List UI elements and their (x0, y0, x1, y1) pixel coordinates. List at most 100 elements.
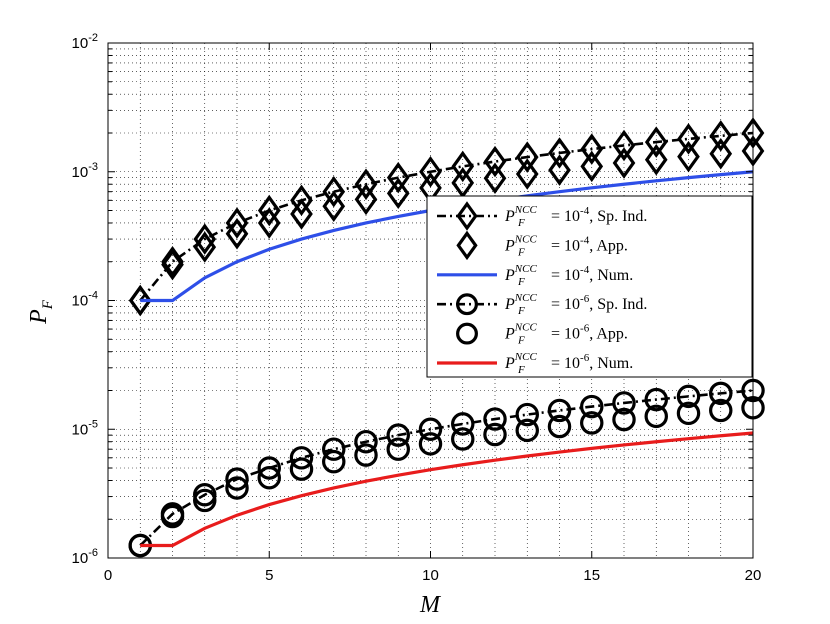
x-tick-label: 20 (745, 567, 762, 584)
circle-marker (225, 467, 249, 491)
circle-marker (225, 476, 249, 500)
diamond-marker (257, 194, 281, 227)
circle-marker (644, 387, 668, 412)
circle-marker (418, 417, 443, 441)
x-tick-label: 5 (265, 567, 273, 584)
x-tick-label: 10 (422, 567, 439, 584)
diamond-marker (128, 284, 152, 317)
y-tick-label: 10-5 (72, 418, 98, 438)
tick-labels: 0 5 10 15 20 10-6 10-5 10-4 10-3 10-2 (72, 32, 762, 584)
circle-marker (456, 322, 478, 345)
circle-marker (547, 398, 572, 423)
circle-marker (257, 456, 281, 480)
legend-item: PNCC F = 10-6, Sp. Ind. (437, 292, 647, 317)
series-line (139, 131, 754, 302)
circle-marker (322, 449, 346, 474)
legend-label: PNCC F = 10-6, Sp. Ind. (504, 292, 647, 317)
circle-marker (193, 488, 217, 513)
diamond-marker (483, 162, 507, 195)
circle-marker (483, 422, 507, 447)
circle-marker (418, 432, 443, 456)
y-axis-label: PF (26, 299, 56, 325)
diamond-marker (677, 140, 700, 173)
circle-marker (676, 401, 701, 426)
y-tick-label: 10-4 (72, 290, 98, 310)
circle-marker (483, 407, 507, 431)
legend-item: PNCC F = 10-6, App. (456, 322, 628, 347)
circle-marker (580, 411, 604, 435)
series-4 (128, 395, 765, 558)
diamond-marker (483, 145, 507, 178)
circle-marker (160, 504, 185, 529)
y-tick-label: 10-6 (72, 547, 98, 567)
circle-marker (644, 404, 668, 429)
diamond-marker (456, 230, 478, 261)
diamond-marker (612, 129, 636, 162)
diamond-marker (515, 141, 539, 173)
y-tick-label: 10-3 (72, 161, 98, 181)
diamond-marker (193, 231, 217, 263)
diamond-marker (612, 147, 636, 179)
circle-marker (580, 394, 604, 419)
diamond-marker (161, 248, 184, 281)
circle-marker (709, 398, 733, 423)
series-5 (140, 431, 754, 548)
diamond-marker (322, 175, 346, 208)
circle-marker (322, 437, 346, 461)
circle-marker (547, 414, 572, 439)
legend-item: PNCC F = 10-4, App. (456, 230, 628, 261)
diamond-marker (644, 143, 668, 176)
circle-marker (289, 457, 314, 481)
circle-marker (515, 418, 539, 443)
diamond-marker (548, 137, 571, 169)
legend-box (426, 195, 753, 378)
legend-item: PNCC F = 10-4, Sp. Ind. (437, 201, 647, 231)
diamond-marker (644, 126, 668, 158)
circle-marker (354, 429, 378, 454)
circle-marker (257, 466, 281, 490)
x-tick-label: 0 (104, 567, 112, 584)
circle-marker (289, 446, 314, 470)
legend-label: PNCC F = 10-6, App. (504, 322, 628, 347)
diamond-marker (161, 246, 184, 278)
diamond-marker (580, 133, 604, 165)
y-axis-label-sub: F (40, 299, 56, 310)
circle-marker (386, 437, 410, 461)
series-line (139, 389, 754, 547)
legend-label: PNCC F = 10-4, App. (504, 233, 628, 258)
circle-marker (709, 381, 733, 406)
diamond-marker (354, 168, 378, 200)
legend: PNCC F = 10-4, Sp. Ind. PNCC F = 10-4, App.… (426, 195, 753, 378)
circle-marker (676, 384, 701, 409)
diamond-marker (322, 190, 346, 222)
circle-marker (612, 391, 636, 415)
diamond-marker (386, 177, 410, 210)
diamond-marker (290, 184, 313, 217)
legend-label: PNCC F = 10-4, Num. (504, 263, 633, 288)
diamond-marker (419, 156, 442, 188)
circle-marker (456, 293, 478, 316)
diamond-marker (451, 150, 475, 183)
circle-marker (612, 407, 636, 432)
circle-marker (451, 412, 475, 436)
circle-marker (354, 443, 378, 467)
circle-marker (451, 427, 475, 451)
diamond-marker (515, 158, 539, 190)
diamond-marker (257, 207, 281, 239)
legend-item: PNCC F = 10-4, Num. (437, 263, 633, 288)
diamond-marker (225, 218, 249, 250)
diamond-marker (386, 161, 410, 194)
circle-marker (515, 402, 539, 427)
diamond-marker (225, 207, 249, 239)
diamond-marker (709, 138, 733, 170)
legend-label: PNCC F = 10-4, Sp. Ind. (504, 204, 647, 229)
diamond-marker (193, 223, 217, 255)
svg-text:PF: PF (26, 299, 56, 325)
diamond-marker (290, 198, 313, 230)
legend-item: PNCC F = 10-6, Num. (437, 351, 633, 376)
y-tick-label: 10-2 (72, 32, 98, 52)
diamond-marker (677, 123, 700, 155)
diamond-marker (580, 150, 604, 183)
y-axis-label-main: P (26, 309, 52, 325)
